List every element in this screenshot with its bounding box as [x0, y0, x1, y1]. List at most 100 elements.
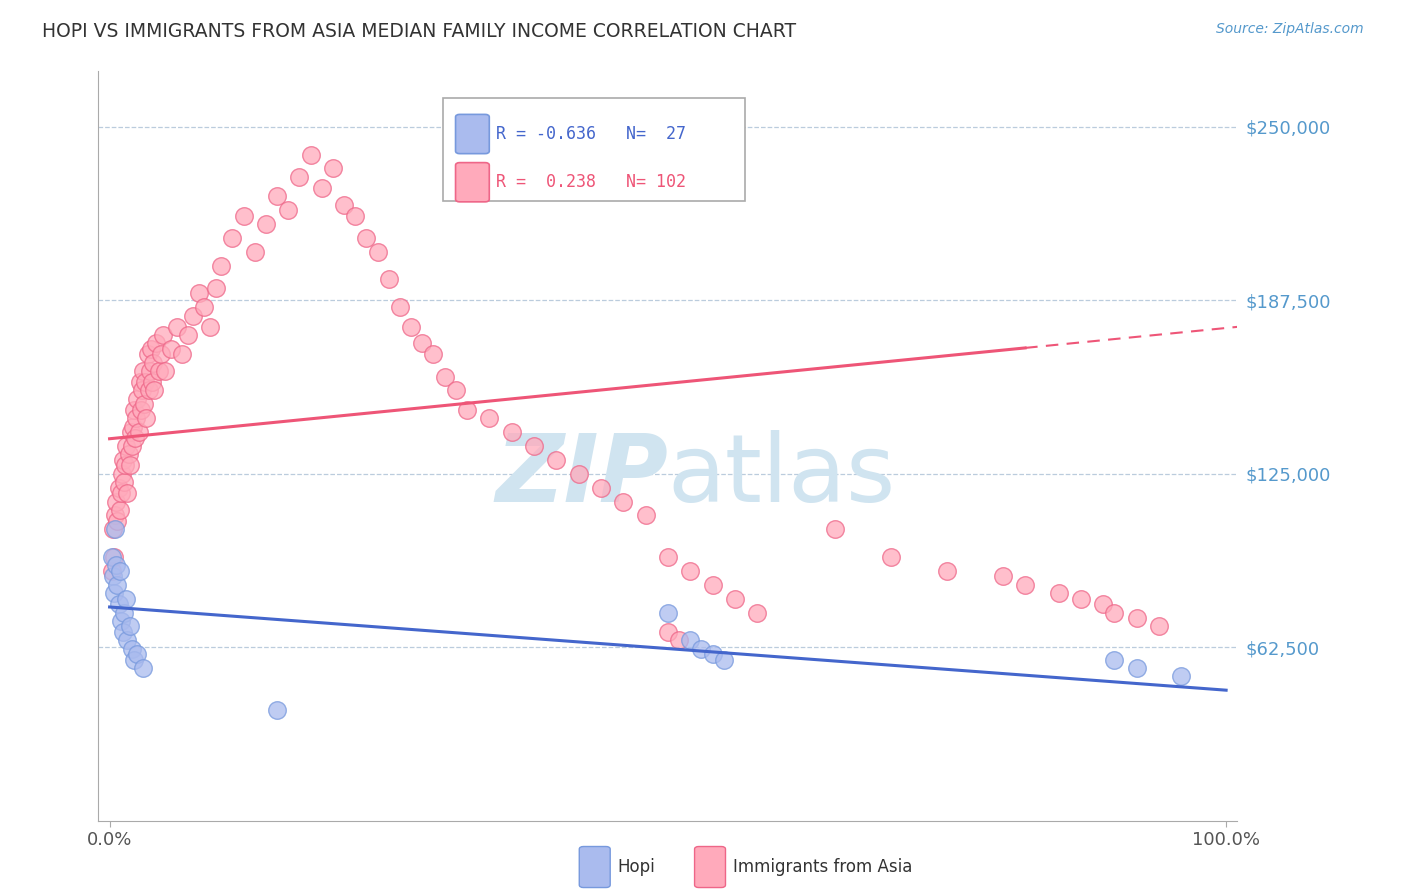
Point	[145, 336, 167, 351]
Point	[135, 411, 157, 425]
Point	[101, 564, 124, 578]
Text: R = -0.636   N=  27: R = -0.636 N= 27	[496, 125, 686, 143]
Point	[322, 161, 344, 176]
Text: R =  0.238   N= 102: R = 0.238 N= 102	[496, 173, 686, 191]
Point	[991, 569, 1014, 583]
Point	[1070, 591, 1092, 606]
Point	[101, 569, 124, 583]
Point	[117, 486, 139, 500]
Point	[612, 494, 634, 508]
Point	[104, 522, 127, 536]
Point	[288, 169, 311, 184]
Point	[344, 209, 367, 223]
Point	[1014, 578, 1036, 592]
Point	[367, 244, 389, 259]
Point	[134, 397, 156, 411]
Point	[1104, 653, 1126, 667]
Point	[125, 411, 148, 425]
Point	[142, 356, 165, 370]
Point	[122, 419, 145, 434]
Point	[110, 614, 132, 628]
Point	[105, 558, 128, 573]
Point	[111, 453, 134, 467]
Point	[139, 364, 162, 378]
Point	[107, 578, 129, 592]
Point	[243, 244, 266, 259]
Point	[747, 606, 769, 620]
Point	[724, 591, 747, 606]
Point	[1092, 597, 1115, 611]
Point	[132, 364, 155, 378]
Point	[172, 347, 194, 361]
Point	[129, 403, 152, 417]
Point	[139, 342, 162, 356]
Point	[668, 633, 690, 648]
Point	[589, 481, 612, 495]
Point	[111, 624, 134, 639]
Point	[121, 641, 143, 656]
Point	[657, 549, 679, 564]
Point	[456, 403, 478, 417]
Point	[138, 384, 160, 398]
Point	[122, 403, 145, 417]
Point	[388, 300, 411, 314]
Point	[546, 453, 568, 467]
Point	[128, 375, 150, 389]
Text: ZIP: ZIP	[495, 430, 668, 522]
Point	[131, 384, 153, 398]
Point	[232, 209, 254, 223]
Point	[132, 661, 155, 675]
Point	[101, 522, 124, 536]
Point	[121, 439, 143, 453]
Point	[204, 281, 226, 295]
Point	[523, 439, 546, 453]
Point	[117, 447, 139, 461]
Point	[107, 481, 129, 495]
Point	[478, 411, 501, 425]
Point	[111, 467, 134, 481]
Point	[702, 647, 724, 661]
Point	[657, 624, 679, 639]
Text: atlas: atlas	[668, 430, 896, 522]
Point	[1126, 611, 1149, 625]
Point	[266, 703, 288, 717]
Point	[824, 522, 846, 536]
Point	[105, 494, 128, 508]
Point	[136, 347, 159, 361]
Point	[103, 549, 125, 564]
Point	[567, 467, 589, 481]
Point	[152, 328, 174, 343]
Point	[155, 364, 177, 378]
Point	[141, 375, 163, 389]
Point	[377, 272, 399, 286]
Point	[277, 203, 299, 218]
Point	[104, 508, 127, 523]
Point	[311, 181, 333, 195]
Point	[114, 458, 136, 473]
Point	[702, 578, 724, 592]
Point	[187, 286, 209, 301]
Point	[198, 319, 221, 334]
Point	[299, 147, 322, 161]
Point	[1047, 586, 1070, 600]
Point	[108, 564, 131, 578]
Point	[128, 425, 150, 439]
Point	[177, 328, 200, 343]
Point	[148, 364, 170, 378]
Point	[657, 606, 679, 620]
Point	[422, 347, 444, 361]
Point	[120, 425, 142, 439]
Point	[183, 309, 205, 323]
Point	[118, 458, 141, 473]
Point	[679, 564, 702, 578]
Point	[110, 486, 132, 500]
Point	[103, 586, 125, 600]
Text: Source: ZipAtlas.com: Source: ZipAtlas.com	[1216, 22, 1364, 37]
Point	[112, 606, 135, 620]
Point	[134, 375, 156, 389]
Point	[118, 619, 141, 633]
Point	[254, 217, 277, 231]
Point	[149, 347, 172, 361]
Point	[713, 653, 735, 667]
Point	[679, 633, 702, 648]
